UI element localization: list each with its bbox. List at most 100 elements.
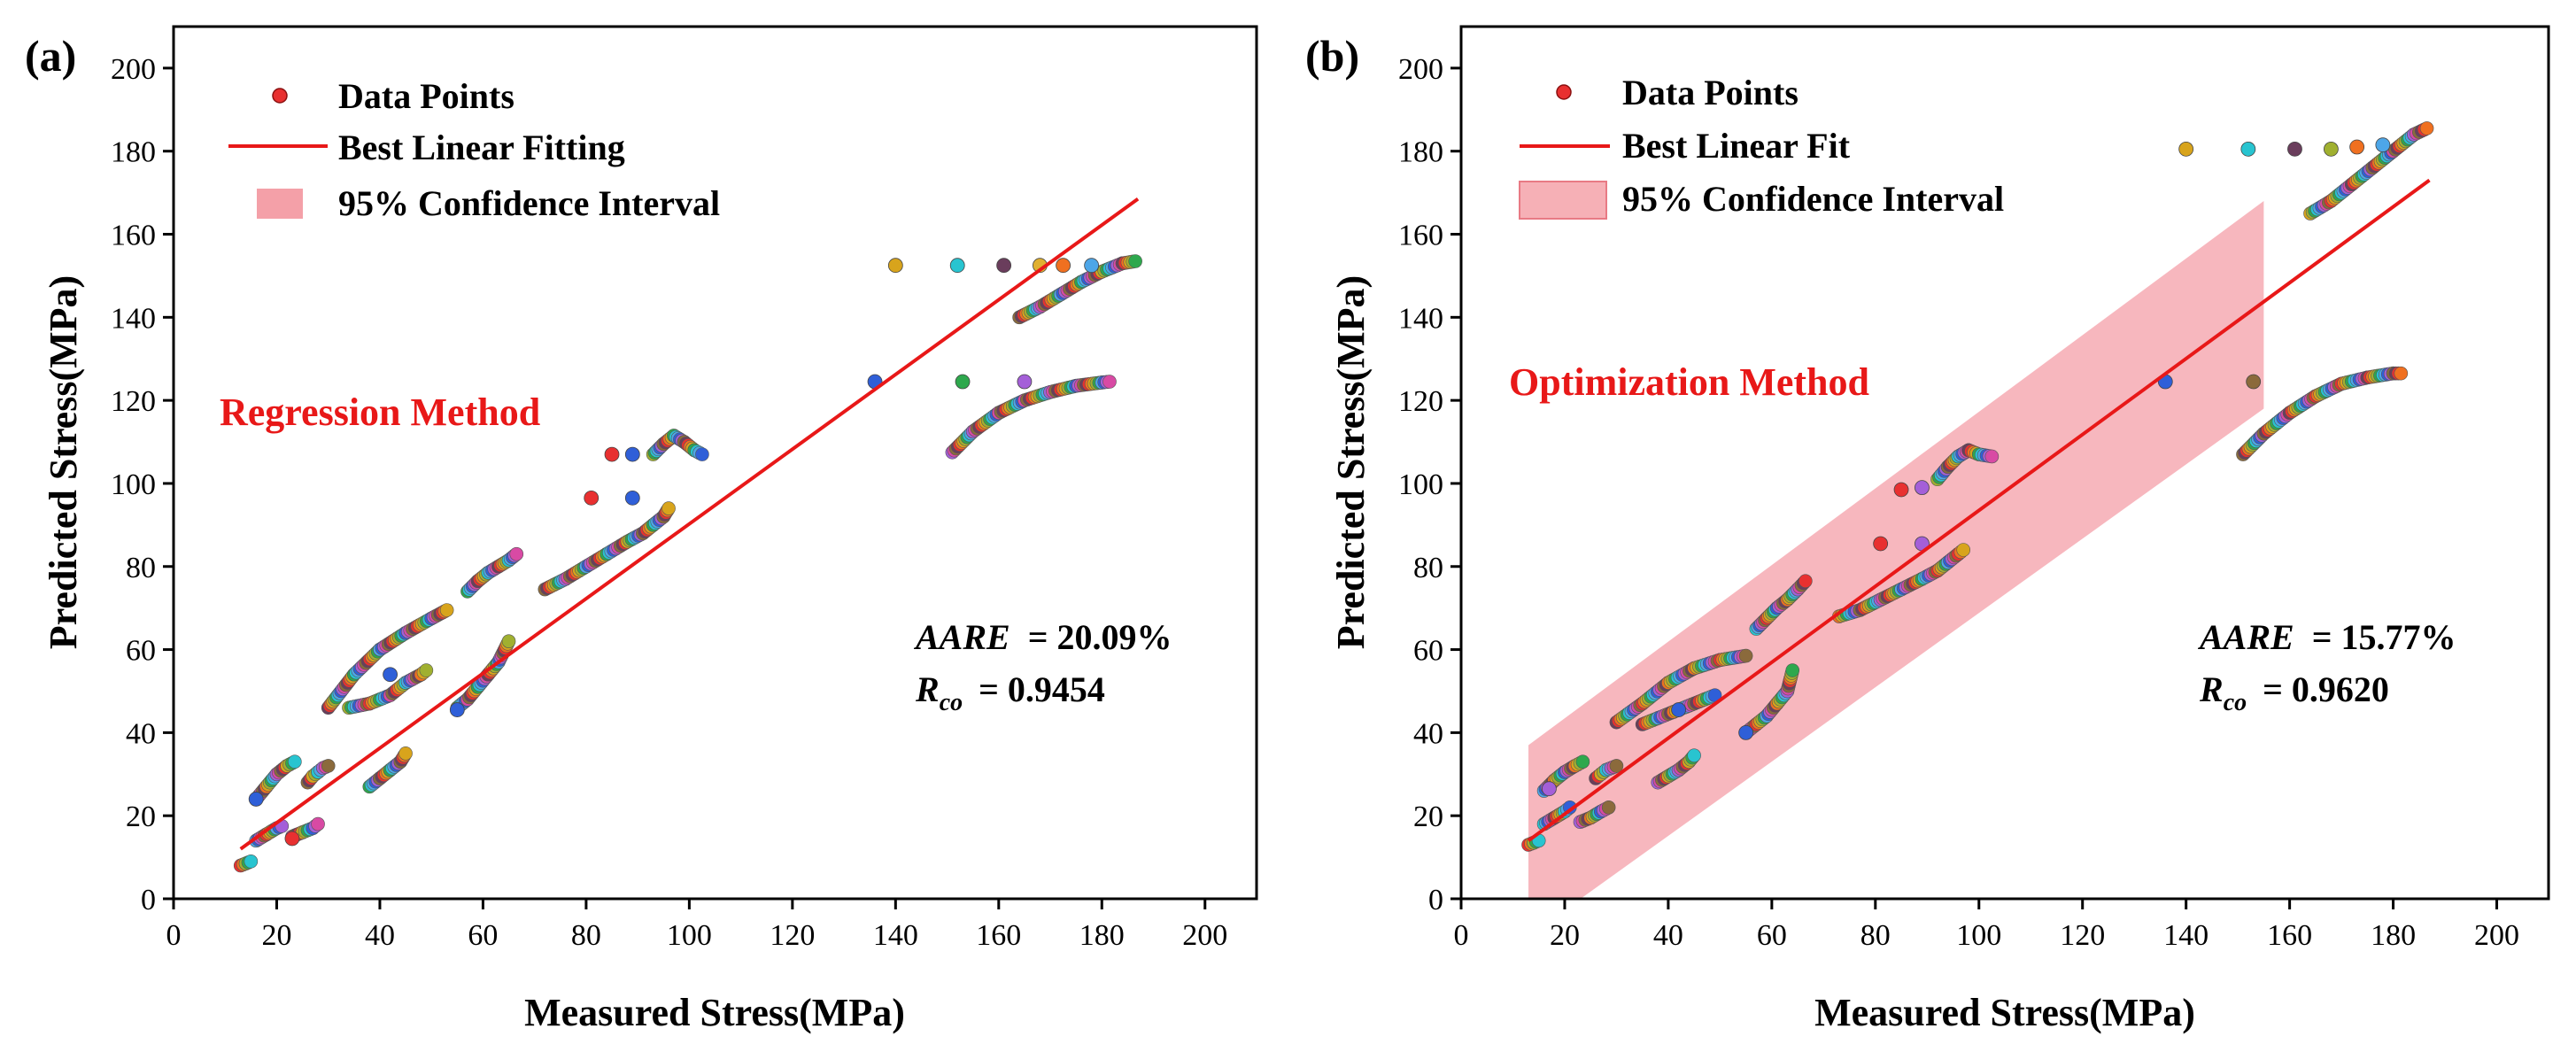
data-point xyxy=(1017,374,1033,390)
svg-text:Rco = 0.9454: Rco = 0.9454 xyxy=(915,669,1105,718)
data-point xyxy=(2375,137,2391,153)
legend-label-confidence: 95% Confidence Interval xyxy=(338,183,720,223)
data-point xyxy=(1671,702,1686,717)
x-tick-label: 60 xyxy=(1757,919,1787,952)
data-point xyxy=(955,374,971,390)
data-point xyxy=(2287,141,2302,157)
r-value: = 0.9454 xyxy=(979,669,1105,709)
data-point xyxy=(1915,480,1930,496)
x-tick-label: 200 xyxy=(1182,919,1227,952)
x-tick-label: 200 xyxy=(2474,919,2519,952)
data-point xyxy=(996,258,1012,274)
data-curve xyxy=(2236,366,2409,461)
y-tick-label: 20 xyxy=(1413,800,1443,833)
data-point xyxy=(1873,536,1889,552)
plot-content xyxy=(1521,121,2434,899)
plot-content xyxy=(233,197,1142,873)
data-point xyxy=(449,702,465,717)
data-point xyxy=(321,759,336,773)
data-point xyxy=(509,546,524,561)
fit-line xyxy=(239,197,1140,851)
data-curve xyxy=(1749,574,1813,636)
data-curve xyxy=(249,819,290,848)
data-curve xyxy=(1930,443,2000,487)
y-tick-label: 100 xyxy=(111,468,156,501)
data-point xyxy=(1056,258,1071,274)
y-tick-label: 60 xyxy=(126,635,156,668)
data-point xyxy=(1738,724,1754,740)
legend-label-fit-line: Best Linear Fit xyxy=(1622,126,1851,166)
data-point xyxy=(661,501,676,515)
y-tick-label: 0 xyxy=(1428,884,1443,916)
x-tick-label: 20 xyxy=(1550,919,1580,952)
data-point xyxy=(1687,748,1701,762)
chart-panel-b: (b) 0 20 40 60 80 100 120 140 160 180 200 0 20 40 60 8… xyxy=(1305,25,2550,1034)
data-point xyxy=(887,258,903,274)
legend-marker-data-points xyxy=(272,88,288,104)
plot-frame xyxy=(172,25,1258,901)
x-tick-label: 40 xyxy=(365,919,395,952)
svg-text:Rco = 0.9620: Rco = 0.9620 xyxy=(2199,669,2389,718)
x-tick-label: 160 xyxy=(2267,919,2312,952)
legend-marker-data-points xyxy=(1556,84,1572,100)
legend: Data Points Best Linear Fitting 95% Conf… xyxy=(228,76,720,223)
data-point xyxy=(419,663,434,677)
data-point xyxy=(1128,254,1142,268)
x-tick-label: 100 xyxy=(667,919,712,952)
data-curve xyxy=(1609,648,1753,730)
data-point xyxy=(2349,139,2365,155)
method-label: Regression Method xyxy=(220,391,540,434)
x-axis-title: Measured Stress(MPa) xyxy=(1814,991,2195,1034)
legend-label-data-points: Data Points xyxy=(338,76,514,116)
data-point xyxy=(288,754,302,769)
x-tick-label: 120 xyxy=(2060,919,2105,952)
data-curve xyxy=(945,375,1117,460)
data-point xyxy=(244,854,259,869)
legend-marker-confidence xyxy=(257,189,303,219)
data-point xyxy=(584,490,600,506)
data-curve xyxy=(450,634,516,715)
data-point xyxy=(2246,374,2262,390)
data-point xyxy=(2178,141,2194,157)
x-tick-label: 140 xyxy=(873,919,918,952)
data-point xyxy=(695,447,709,461)
data-point xyxy=(1785,663,1800,677)
data-curve xyxy=(1832,543,1971,623)
x-tick-label: 180 xyxy=(2371,919,2416,952)
x-tick-label: 140 xyxy=(2163,919,2209,952)
x-tick-label: 80 xyxy=(571,919,601,952)
data-point xyxy=(311,816,325,831)
data-point xyxy=(624,490,640,506)
y-tick-label: 160 xyxy=(1398,220,1443,252)
data-point xyxy=(1084,258,1100,274)
x-axis: 0 20 40 60 80 100 120 140 160 180 200 xyxy=(166,899,1227,952)
data-point xyxy=(624,446,640,462)
data-point xyxy=(1601,800,1616,815)
data-point xyxy=(1575,754,1590,769)
data-point xyxy=(604,446,620,462)
y-tick-label: 20 xyxy=(126,800,156,833)
x-tick-label: 40 xyxy=(1653,919,1683,952)
y-tick-label: 100 xyxy=(1398,468,1443,501)
y-tick-label: 60 xyxy=(1413,635,1443,668)
svg-text:AARE = 20.09%: AARE = 20.09% xyxy=(913,617,1172,657)
data-point xyxy=(2323,141,2339,157)
y-tick-label: 180 xyxy=(111,136,156,169)
data-curve xyxy=(1651,748,1701,790)
data-point xyxy=(1984,449,2000,464)
data-curve xyxy=(646,429,709,461)
data-point xyxy=(248,792,264,807)
data-curve xyxy=(1012,254,1142,325)
y-tick-label: 180 xyxy=(1398,136,1443,169)
stats-box: AARE = 20.09% Rco = 0.9454 xyxy=(913,617,1172,718)
x-tick-label: 60 xyxy=(468,919,498,952)
data-point xyxy=(284,831,300,847)
data-curve xyxy=(321,603,454,715)
stats-box: AARE = 15.77% Rco = 0.9620 xyxy=(2197,617,2456,718)
data-point xyxy=(2394,366,2409,381)
data-point xyxy=(1893,482,1909,498)
data-point xyxy=(1542,781,1557,797)
y-tick-label: 40 xyxy=(126,717,156,750)
data-point xyxy=(2240,141,2256,157)
